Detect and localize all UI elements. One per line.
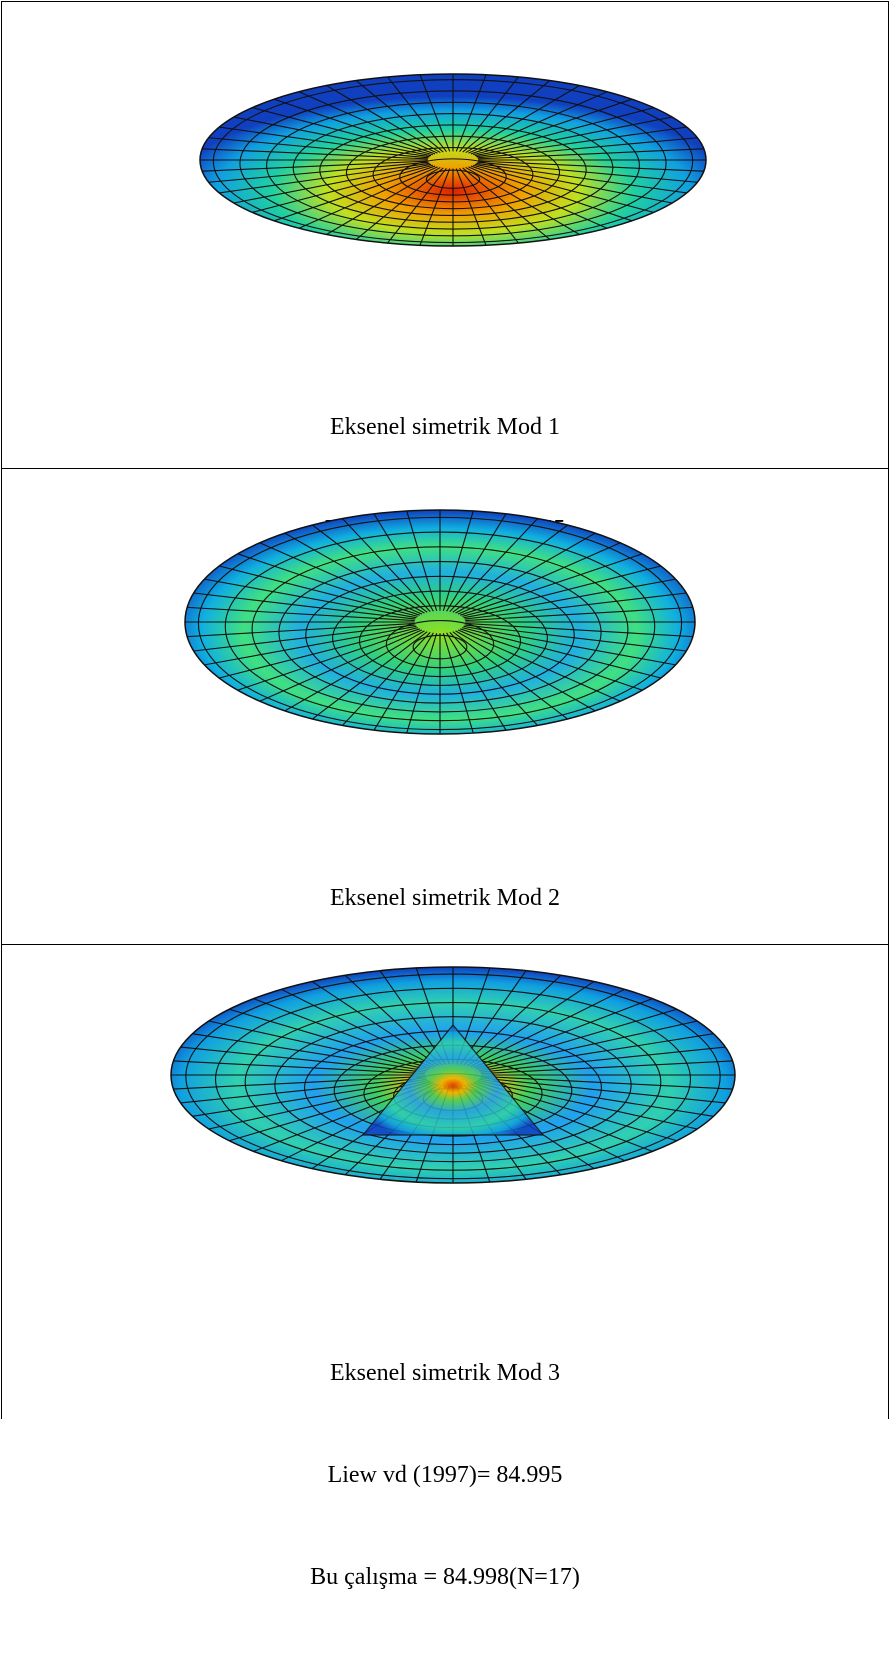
table-cell: Eksenel simetrik Mod 3 Liew vd (1997)= 8… (2, 945, 888, 1418)
caption-line: Eksenel simetrik Mod 3 (2, 1356, 888, 1390)
page: Eksenel simetrik Mod 1 Liew vd (1997)= 1… (0, 0, 890, 1418)
mode-figure (2, 0, 888, 320)
mode-figure (2, 945, 888, 1245)
caption-line: Liew vd (1997)= 84.995 (2, 1458, 888, 1492)
caption-line: Bu çalışma = 84.998(N=17) (2, 1560, 888, 1594)
caption-line: Eksenel simetrik Mod 2 (2, 881, 888, 915)
caption-line: Eksenel simetrik Mod 1 (2, 410, 888, 444)
mode-figure (2, 469, 888, 769)
caption: Eksenel simetrik Mod 3 Liew vd (1997)= 8… (2, 1288, 888, 1662)
table-cell: Eksenel simetrik Mod 1 Liew vd (1997)= 1… (2, 0, 888, 468)
table-cell: Eksenel simetrik Mod 2 Liew vd (1997)= 3… (2, 469, 888, 944)
